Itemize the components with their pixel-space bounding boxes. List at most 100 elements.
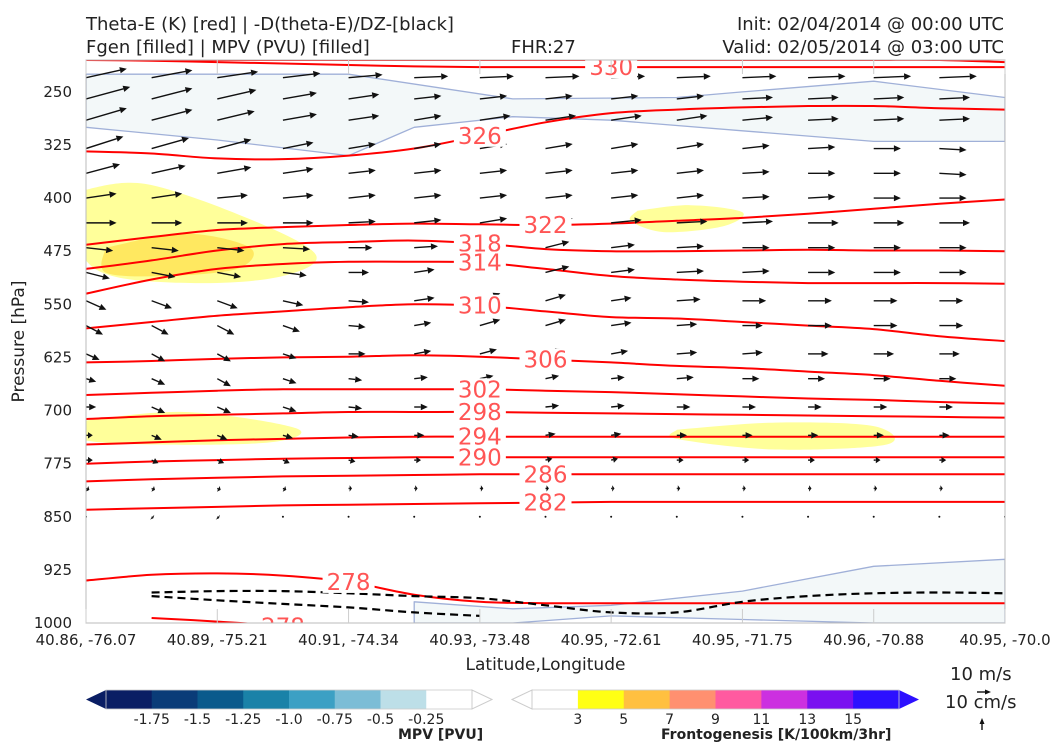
wind-vector-head [358, 323, 366, 330]
wind-vector-head [1006, 485, 1008, 491]
wind-vector-shaft [217, 406, 225, 411]
x-tick-label: 40.95, -72.61 [561, 631, 662, 649]
fgen-colorbar-swatch-7 [853, 690, 900, 709]
wind-vector-head [88, 456, 93, 464]
mpv-colorbar-extend-right [471, 689, 494, 710]
wind-vector-shaft [545, 75, 573, 79]
wind-vector-head [572, 73, 580, 80]
wind-vector-shaft [939, 147, 960, 151]
wind-vector-shaft [86, 271, 104, 278]
wind-vector-head [181, 136, 189, 143]
wind-vector-head [292, 326, 300, 333]
wind-vector-head [952, 350, 960, 358]
wind-vector-head [119, 107, 127, 114]
wind-vector [347, 515, 350, 518]
wind-vector-head [946, 403, 953, 411]
wind-vector-shaft [414, 96, 435, 100]
frontogenesis-region-1 [101, 233, 254, 277]
wind-vector-shaft [151, 459, 154, 462]
fgen-colorbar-swatch-0 [532, 690, 579, 709]
wind-vector-head [358, 350, 366, 358]
wind-vector-shaft [414, 298, 428, 302]
wind-vector-head [499, 93, 508, 100]
wind-vector-head [565, 192, 573, 199]
wind-vector-shaft [611, 322, 625, 327]
wind-vector-shaft [611, 405, 618, 408]
wind-vector-head [282, 486, 287, 492]
wind-vector-shaft [479, 350, 491, 355]
wind-vector-head [546, 456, 553, 463]
wind-vector-head [962, 115, 970, 123]
mpv-colorbar-tick-label: -1.0 [275, 712, 302, 728]
wind-vector-head [565, 142, 573, 149]
wind-vector-head [427, 295, 435, 302]
x-tick-label: 40.89, -75.21 [167, 631, 268, 649]
wind-vector-head [499, 167, 508, 175]
wind-vector-shaft [217, 72, 252, 79]
wind-vector-shaft [151, 89, 186, 100]
theta-e-contour-302-8-0 [86, 388, 1005, 405]
wind-vector-head [237, 246, 245, 254]
wind-vector-head [631, 93, 639, 100]
wind-vector-shaft [217, 167, 245, 174]
wind-vector-head [420, 374, 428, 382]
wind-vector-head [288, 406, 297, 413]
wind-vector-shaft [217, 434, 222, 438]
wind-vector-head [122, 85, 131, 92]
wind-vector-head [762, 244, 770, 251]
frontogenesis-region-2 [629, 205, 744, 233]
wind-vector-head [959, 171, 967, 178]
theta-e-label-306: 306 [524, 348, 568, 374]
wind-vector-shaft [479, 96, 501, 100]
wind-vector-head [157, 407, 166, 414]
fgen-colorbar-swatch-5 [761, 690, 808, 709]
wind-vector-shaft [217, 90, 250, 100]
mpv-region-1 [413, 558, 1005, 623]
fgen-colorbar-tick-label: 11 [752, 712, 770, 728]
wind-vector-shaft [676, 96, 698, 100]
wind-vector-head [480, 485, 484, 492]
wind-vector-head [762, 193, 770, 201]
wind-vector-shaft [151, 193, 176, 199]
x-tick-label: 40.86, -76.07 [36, 631, 137, 649]
wind-vector-head [814, 403, 822, 411]
wind-vector-shaft [216, 324, 229, 332]
theta-e-label-278: 278 [327, 570, 371, 596]
wind-vector-head [415, 485, 418, 492]
wind-vector-head [283, 458, 290, 464]
theta-e-label-bg-2 [453, 124, 506, 147]
wind-vector-head [288, 353, 297, 360]
wind-vector-head [818, 375, 826, 382]
wind-vector-head [956, 297, 964, 304]
wind-vector-head [828, 269, 836, 276]
fgen-colorbar-tick-label: 7 [665, 712, 674, 728]
wind-vector-shaft [414, 116, 435, 121]
wind-vector-head [700, 113, 708, 120]
horizontal-reference-arrowhead [985, 689, 991, 695]
mpv-colorbar-swatch-5 [334, 690, 381, 709]
wind-vector-shaft [414, 219, 435, 224]
fgen-colorbar-swatch-1 [577, 690, 625, 709]
wind-vector-head [828, 144, 836, 151]
wind-vector-head [1015, 376, 1022, 382]
wind-vector-shaft [86, 88, 124, 100]
wind-vector-head [631, 167, 639, 175]
wind-vector-head [175, 219, 183, 227]
wind-vector-shaft [545, 96, 566, 100]
fgen-colorbar-swatch-6 [807, 690, 854, 709]
wind-vector-shaft [611, 195, 632, 199]
wind-vector-head [703, 73, 711, 80]
wind-vector-shaft [742, 117, 767, 121]
mpv-colorbar-tick-label: -1.25 [225, 712, 261, 728]
wind-vector-head [686, 374, 694, 381]
theta-e-contour-318-4-0 [86, 239, 1005, 270]
y-tick-label: 700 [43, 402, 72, 420]
wind-vector-shaft [414, 75, 442, 79]
fgen-colorbar-extend-right [899, 690, 919, 709]
wind-vector-shaft [742, 196, 763, 199]
y-tick-label: 550 [43, 295, 72, 313]
wind-vector-shaft [414, 245, 432, 249]
wind-vector-head [743, 485, 746, 492]
wind-vector-shaft [282, 406, 291, 410]
mpv-colorbar-tick-label: -1.75 [134, 712, 170, 728]
